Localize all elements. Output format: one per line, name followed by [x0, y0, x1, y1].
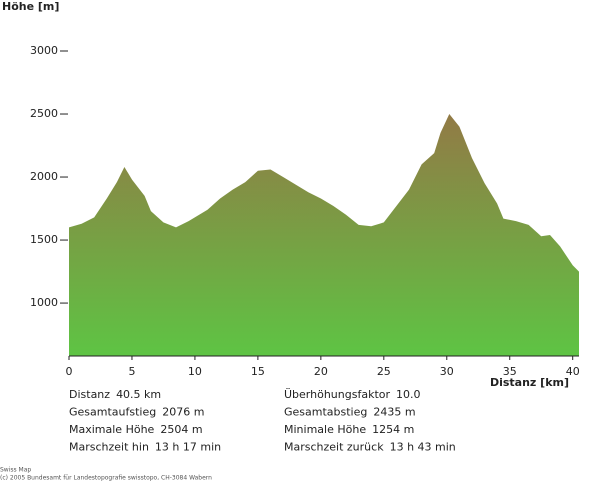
stat: Maximale Höhe 2504 m: [69, 423, 203, 436]
stat-value: 40.5 km: [116, 388, 161, 401]
y-tick-label: 1000: [30, 296, 58, 309]
stat: Überhöhungsfaktor 10.0: [284, 388, 421, 401]
stat: Distanz 40.5 km: [69, 388, 161, 401]
stat-value: 13 h 17 min: [155, 441, 221, 454]
x-tick-label: 40: [566, 365, 580, 378]
stat-value: 13 h 43 min: [390, 441, 456, 454]
y-tick-label: 2500: [30, 107, 58, 120]
stat-value: 2504 m: [160, 423, 202, 436]
x-tick-label: 25: [377, 365, 391, 378]
stat-label: Marschzeit hin: [69, 441, 149, 454]
x-tick-label: 5: [128, 365, 135, 378]
stat-value: 2435 m: [373, 406, 415, 419]
footer: Swiss Map: [0, 467, 31, 474]
stat: Gesamtaufstieg 2076 m: [69, 406, 204, 419]
stat-label: Minimale Höhe: [284, 423, 366, 436]
x-tick-label: 0: [66, 365, 73, 378]
stat-label: Maximale Höhe: [69, 423, 155, 436]
y-axis-label: Höhe [m]: [2, 0, 59, 13]
stat: Minimale Höhe 1254 m: [284, 423, 414, 436]
x-tick-label: 10: [188, 365, 202, 378]
stat: Marschzeit zurück 13 h 43 min: [284, 441, 456, 454]
x-tick-label: 15: [251, 365, 265, 378]
x-tick-label: 20: [314, 365, 328, 378]
elevation-area: [69, 114, 579, 356]
stat-label: Marschzeit zurück: [284, 441, 384, 454]
y-tick-label: 2000: [30, 170, 58, 183]
x-axis-label: Distanz [km]: [490, 376, 569, 389]
y-tick-label: 3000: [30, 44, 58, 57]
x-tick-label: 35: [503, 365, 517, 378]
footer: (c) 2005 Bundesamt für Landestopografie …: [0, 475, 212, 482]
stat-label: Distanz: [69, 388, 110, 401]
stat: Marschzeit hin 13 h 17 min: [69, 441, 221, 454]
stat-value: 2076 m: [162, 406, 204, 419]
stat-label: Überhöhungsfaktor: [284, 388, 390, 401]
x-tick-label: 30: [440, 365, 454, 378]
stat-label: Gesamtabstieg: [284, 406, 367, 419]
stat: Gesamtabstieg 2435 m: [284, 406, 416, 419]
stat-label: Gesamtaufstieg: [69, 406, 156, 419]
stat-value: 1254 m: [372, 423, 414, 436]
stat-value: 10.0: [396, 388, 421, 401]
y-tick-label: 1500: [30, 233, 58, 246]
